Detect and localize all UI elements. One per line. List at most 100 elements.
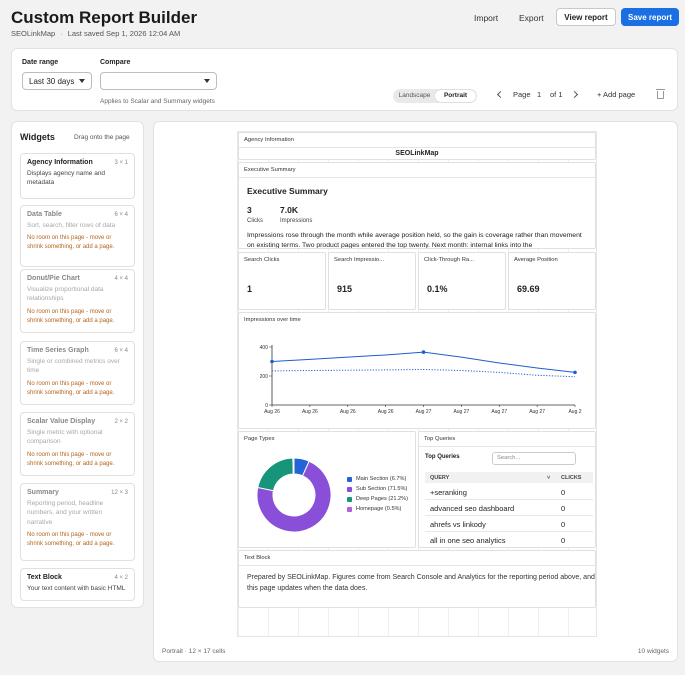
export-button[interactable]: Export — [519, 13, 544, 23]
widget-name: Agency Information — [27, 159, 93, 166]
widget-summary[interactable]: Summary 12 × 3 Reporting period, headlin… — [20, 483, 135, 561]
report-page: Agency Information SEOLinkMap Executive … — [237, 131, 597, 637]
widget-agency-information[interactable]: Agency Information 3 × 1 Displays agency… — [20, 153, 135, 199]
page-title: Custom Report Builder — [11, 8, 198, 27]
col-clicks[interactable]: CLICKS — [561, 475, 582, 481]
canvas-footer-info: Portrait · 12 × 17 cells — [162, 648, 226, 655]
kpi-value: 69.69 — [517, 284, 540, 294]
widget-text-block[interactable]: Text Block 4 × 2 Your text content with … — [20, 568, 135, 601]
widget-name: Time Series Graph — [27, 347, 89, 354]
widget-title: Agency Information — [244, 137, 294, 143]
table-row: advanced seo dashboard 0 — [425, 500, 593, 516]
trash-icon[interactable] — [656, 89, 665, 99]
widgets-panel-hint: Drag onto the page — [74, 134, 130, 141]
chevron-right-icon[interactable] — [570, 90, 579, 99]
date-range-value: Last 30 days — [29, 76, 75, 86]
last-saved: Last saved Sep 1, 2026 12:04 AM — [67, 29, 181, 38]
widget-name: Data Table — [27, 211, 62, 218]
header-subtitle: SEOLinkMap · Last saved Sep 1, 2026 12:04 … — [11, 29, 181, 38]
widget-title: Average Position — [514, 257, 558, 263]
account-name: SEOLinkMap — [11, 29, 56, 38]
chevron-down-icon — [204, 79, 210, 83]
orientation-portrait[interactable]: Portrait — [435, 90, 476, 102]
table-row: all in one seo analytics 0 — [425, 532, 593, 547]
kpi-value: 1 — [247, 284, 253, 294]
data-point — [270, 359, 274, 364]
table-row: ahrefs vs linkody 0 — [425, 516, 593, 532]
date-range-select[interactable]: Last 30 days — [22, 72, 92, 90]
widget-count: 10 widgets — [637, 648, 669, 655]
report-controls: Date range Last 30 days Compare Applies … — [11, 48, 678, 111]
col-query[interactable]: QUERY — [430, 475, 450, 481]
chevron-left-icon[interactable] — [496, 90, 505, 99]
table-label: Top Queries — [425, 454, 460, 460]
sort-icon[interactable]: ˅ — [547, 475, 551, 481]
x-tick-label: Aug 27 — [491, 409, 507, 415]
widget-size: 6 × 4 — [114, 348, 128, 354]
widget-desc: Visualize proportional data relationship… — [27, 286, 104, 303]
chevron-down-icon — [79, 79, 85, 83]
page-total: of 1 — [550, 90, 563, 99]
compare-label: Compare — [100, 59, 131, 66]
legend-item: Homepage (0.5%) — [347, 506, 408, 512]
widget-donut-chart[interactable]: Donut/Pie Chart 4 × 4 Visualize proporti… — [20, 269, 135, 333]
series-line-dotted — [271, 368, 576, 378]
page-current[interactable]: 1 — [537, 90, 542, 99]
widget-size: 4 × 4 — [114, 276, 128, 282]
widget-title: Text Block — [244, 555, 271, 561]
widget-warning: No room on this page - move or shrink so… — [27, 235, 115, 251]
x-tick-label: Aug 26 — [340, 409, 356, 415]
impressions-label: Impressions — [280, 218, 313, 224]
view-report-button[interactable]: View report — [556, 8, 616, 26]
top-queries-widget[interactable]: Top Queries Top Queries Search... QUERY … — [418, 431, 596, 548]
widget-size: 6 × 4 — [114, 212, 128, 218]
report-canvas: Agency Information SEOLinkMap Executive … — [153, 121, 678, 662]
widget-name: Text Block — [27, 574, 62, 581]
import-button[interactable]: Import — [474, 13, 499, 23]
orientation-landscape[interactable]: Landscape — [398, 92, 431, 99]
executive-summary-widget[interactable]: Executive Summary Executive Summary 3 Cl… — [238, 162, 596, 249]
widget-desc: Your text content with basic HTML — [27, 585, 126, 592]
widget-size: 12 × 3 — [111, 490, 128, 496]
search-input[interactable]: Search... — [492, 452, 576, 465]
data-point — [421, 350, 426, 354]
clicks-value: 3 — [247, 205, 252, 215]
widget-data-table[interactable]: Data Table 6 × 4 Sort, search, filter ro… — [20, 205, 135, 267]
widget-desc: Single metric with optional comparison — [27, 429, 103, 446]
data-point — [573, 370, 577, 375]
legend-item: Deep Pages (21.2%) — [347, 496, 408, 502]
kpi-average-position[interactable]: Average Position 69.69 — [508, 252, 596, 310]
widget-warning: No room on this page - move or shrink so… — [27, 451, 115, 467]
text-block-content: Prepared by SEOLinkMap. Figures come fro… — [247, 574, 595, 592]
widget-name: Donut/Pie Chart — [27, 275, 80, 282]
y-tick-label: 400 — [260, 345, 269, 351]
orientation-toggle: Landscape Portrait — [393, 89, 477, 103]
agency-info-widget[interactable]: Agency Information SEOLinkMap — [238, 132, 596, 160]
widget-size: 4 × 2 — [114, 575, 128, 581]
kpi-click-through-rate[interactable]: Click-Through Ra... 0.1% — [418, 252, 506, 310]
widget-name: Scalar Value Display — [27, 418, 96, 425]
legend-item: Main Section (6.7%) — [347, 476, 408, 482]
widget-time-series[interactable]: Time Series Graph 6 × 4 Single or combin… — [20, 341, 135, 405]
page-label: Page — [513, 90, 531, 99]
kpi-search-clicks[interactable]: Search Clicks 1 — [238, 252, 326, 310]
widget-scalar-value[interactable]: Scalar Value Display 2 × 2 Single metric… — [20, 412, 135, 476]
compare-select[interactable] — [100, 72, 217, 90]
date-range-label: Date range — [22, 59, 59, 66]
widgets-panel: Widgets Drag onto the page Agency Inform… — [11, 121, 144, 608]
widget-warning: No room on this page - move or shrink so… — [27, 380, 115, 396]
widget-title: Search Clicks — [244, 257, 280, 263]
donut-slice — [292, 457, 295, 475]
donut-slice — [256, 460, 332, 533]
kpi-value: 915 — [337, 284, 353, 294]
add-page-button[interactable]: + Add page — [597, 90, 636, 99]
widgets-panel-title: Widgets — [20, 132, 55, 142]
save-report-button[interactable]: Save report — [621, 8, 679, 26]
impressions-timeseries-widget[interactable]: Impressions over time 0 200 400 Aug 26 Aug 2… — [238, 312, 596, 429]
widget-title: Executive Summary — [244, 167, 296, 173]
widget-desc: Single or combined metrics over time — [27, 358, 120, 375]
text-block-widget[interactable]: Text Block Prepared by SEOLinkMap. Figur… — [238, 550, 596, 608]
table-header: QUERY ˅ CLICKS — [425, 472, 593, 483]
kpi-search-impressions[interactable]: Search Impressio... 915 — [328, 252, 416, 310]
page-types-widget[interactable]: Page Types Main Section (6.7%) Sub Secti… — [238, 431, 416, 548]
